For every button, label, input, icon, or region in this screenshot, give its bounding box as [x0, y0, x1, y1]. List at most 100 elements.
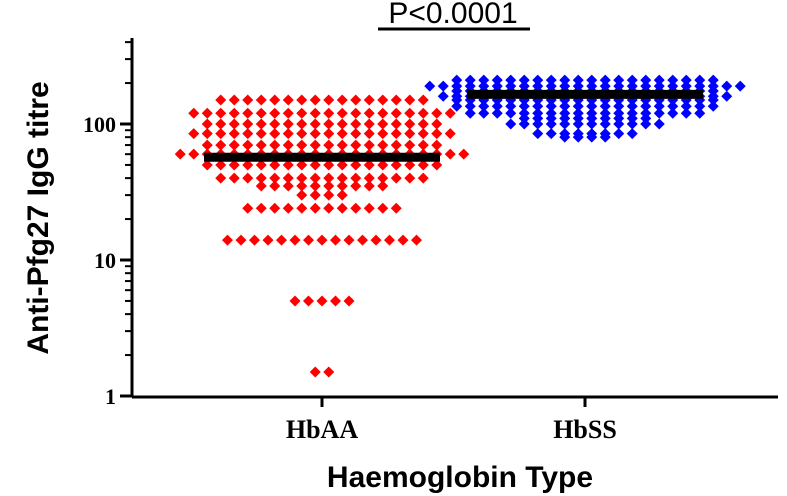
data-point: [626, 107, 638, 119]
data-point: [518, 100, 530, 112]
data-point: [545, 74, 557, 86]
data-point: [404, 94, 416, 106]
data-point: [667, 100, 679, 112]
data-point: [242, 139, 254, 151]
data-point: [377, 202, 389, 214]
data-point: [309, 159, 321, 171]
data-point: [545, 107, 557, 119]
data-point: [411, 234, 422, 246]
data-point: [323, 172, 335, 184]
data-point: [235, 234, 247, 246]
data-point: [296, 172, 308, 184]
data-point: [228, 159, 240, 171]
data-point: [559, 80, 571, 92]
data-point: [458, 148, 470, 160]
data-point: [336, 189, 348, 201]
x-axis-title: Haemoglobin Type: [327, 461, 593, 494]
data-point: [505, 80, 517, 92]
data-point: [296, 94, 308, 106]
median-lines: [204, 89, 703, 162]
data-point: [323, 94, 335, 106]
data-point: [350, 172, 362, 184]
data-point: [296, 159, 308, 171]
data-point: [613, 74, 625, 86]
data-point: [417, 128, 429, 140]
data-point: [255, 128, 267, 140]
data-point: [667, 80, 679, 92]
data-point: [255, 94, 267, 106]
data-point: [653, 118, 665, 130]
data-point: [215, 94, 227, 106]
data-point: [390, 159, 402, 171]
data-point: [343, 295, 355, 307]
data-point: [390, 202, 402, 214]
data-point: [363, 202, 375, 214]
data-point: [505, 118, 517, 130]
data-point: [377, 172, 389, 184]
data-point: [613, 128, 625, 140]
data-point: [444, 107, 456, 119]
data-point: [350, 107, 362, 119]
data-point: [350, 139, 362, 151]
data-point: [336, 202, 348, 214]
data-point: [505, 74, 517, 86]
data-point: [309, 107, 321, 119]
data-point: [269, 172, 281, 184]
data-point: [721, 90, 733, 102]
data-point: [363, 180, 375, 192]
data-point: [269, 202, 281, 214]
data-point: [255, 159, 267, 171]
data-point: [707, 80, 719, 92]
data-point: [377, 128, 389, 140]
data-point: [323, 366, 335, 378]
data-point: [370, 234, 382, 246]
data-point: [626, 118, 638, 130]
data-point: [323, 107, 335, 119]
data-point: [599, 118, 611, 130]
data-point: [572, 128, 584, 140]
data-point: [397, 234, 409, 246]
data-point: [505, 107, 517, 119]
data-point: [363, 172, 375, 184]
data-point: [269, 118, 281, 130]
data-point: [242, 94, 254, 106]
data-point: [532, 100, 544, 112]
data-point: [282, 107, 294, 119]
data-point: [228, 172, 240, 184]
data-point: [491, 107, 503, 119]
data-point: [640, 107, 652, 119]
data-point: [215, 107, 227, 119]
data-point: [215, 139, 227, 151]
data-point: [613, 100, 625, 112]
y-axis-title: Anti-Pfg27 IgG titre: [22, 81, 55, 354]
data-point: [694, 100, 706, 112]
data-point: [249, 234, 260, 246]
data-point: [282, 94, 294, 106]
data-point: [377, 139, 389, 151]
data-points: [174, 74, 746, 378]
data-point: [350, 118, 362, 130]
data-point: [640, 80, 652, 92]
y-tick-label: 10: [94, 248, 116, 273]
data-point: [417, 139, 429, 151]
data-point: [296, 180, 308, 192]
data-point: [613, 80, 625, 92]
data-point: [417, 107, 429, 119]
data-point: [491, 80, 503, 92]
data-point: [330, 234, 341, 246]
data-point: [404, 139, 416, 151]
x-tick-label: HbSS: [553, 415, 617, 444]
data-point: [309, 189, 321, 201]
data-point: [323, 128, 335, 140]
data-point: [572, 80, 584, 92]
data-point: [242, 159, 254, 171]
data-point: [653, 107, 665, 119]
data-point: [282, 139, 294, 151]
data-point: [599, 100, 611, 112]
data-point: [282, 202, 294, 214]
data-point: [384, 234, 395, 246]
data-point: [653, 100, 665, 112]
data-point: [255, 180, 267, 192]
data-point: [545, 128, 557, 140]
data-point: [228, 139, 240, 151]
